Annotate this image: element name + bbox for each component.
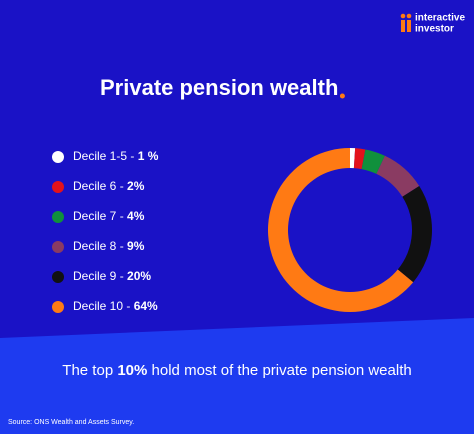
- legend-name: Decile 10: [73, 299, 123, 313]
- donut-segment: [268, 148, 414, 312]
- legend-name: Decile 6: [73, 179, 117, 193]
- legend-separator: -: [123, 299, 134, 313]
- legend-label: Decile 8 - 9%: [73, 239, 145, 253]
- legend-swatch: [52, 211, 64, 223]
- brand-line: interactive: [415, 13, 465, 24]
- caption: The top 10% hold most of the private pen…: [62, 362, 411, 379]
- brand-line: investor: [415, 24, 454, 35]
- legend-value: 1 %: [138, 149, 159, 163]
- bottom-band: [0, 318, 474, 434]
- legend-swatch: [52, 151, 64, 163]
- legend-swatch: [52, 301, 64, 313]
- donut-segment: [361, 149, 385, 174]
- legend-separator: -: [116, 269, 127, 283]
- donut-segment: [397, 186, 432, 283]
- legend-label: Decile 1-5 - 1 %: [73, 149, 159, 163]
- legend-value: 20%: [127, 269, 151, 283]
- donut: [268, 148, 432, 312]
- donut-segment: [350, 148, 356, 169]
- caption-part: 10%: [117, 362, 147, 379]
- legend-name: Decile 9: [73, 269, 117, 283]
- logo: interactive investor: [400, 13, 465, 35]
- legend-value: 9%: [127, 239, 145, 253]
- legend-name: Decile 1-5: [73, 149, 127, 163]
- logo-dot: [400, 13, 406, 19]
- legend-name: Decile 8: [73, 239, 117, 253]
- logo-bar: [401, 20, 405, 32]
- donut-segment: [353, 148, 366, 170]
- legend-swatch: [52, 241, 64, 253]
- caption-part: The top: [62, 362, 117, 379]
- legend-separator: -: [116, 179, 127, 193]
- legend-label: Decile 7 - 4%: [73, 209, 145, 223]
- legend-label: Decile 6 - 2%: [73, 179, 145, 193]
- legend-value: 4%: [127, 209, 145, 223]
- logo-dot: [406, 13, 412, 19]
- legend-swatch: [52, 271, 64, 283]
- legend-separator: -: [127, 149, 138, 163]
- legend-value: 2%: [127, 179, 145, 193]
- legend-label: Decile 9 - 20%: [73, 269, 151, 283]
- legend-name: Decile 7: [73, 209, 117, 223]
- source: Source: ONS Wealth and Assets Survey.: [8, 419, 134, 426]
- caption-part: hold most of the private pension wealth: [147, 362, 411, 379]
- legend-separator: -: [116, 209, 127, 223]
- chart-title: Private pension wealth: [100, 75, 338, 100]
- legend-separator: -: [116, 239, 127, 253]
- legend-label: Decile 10 - 64%: [73, 299, 158, 313]
- legend: Decile 1-5 - 1 % Decile 6 - 2% Decile 7 - …: [52, 149, 159, 313]
- legend-swatch: [52, 181, 64, 193]
- title-dot: [339, 93, 345, 99]
- legend-value: 64%: [134, 299, 158, 313]
- logo-bar: [407, 20, 411, 32]
- donut-segment: [376, 155, 420, 197]
